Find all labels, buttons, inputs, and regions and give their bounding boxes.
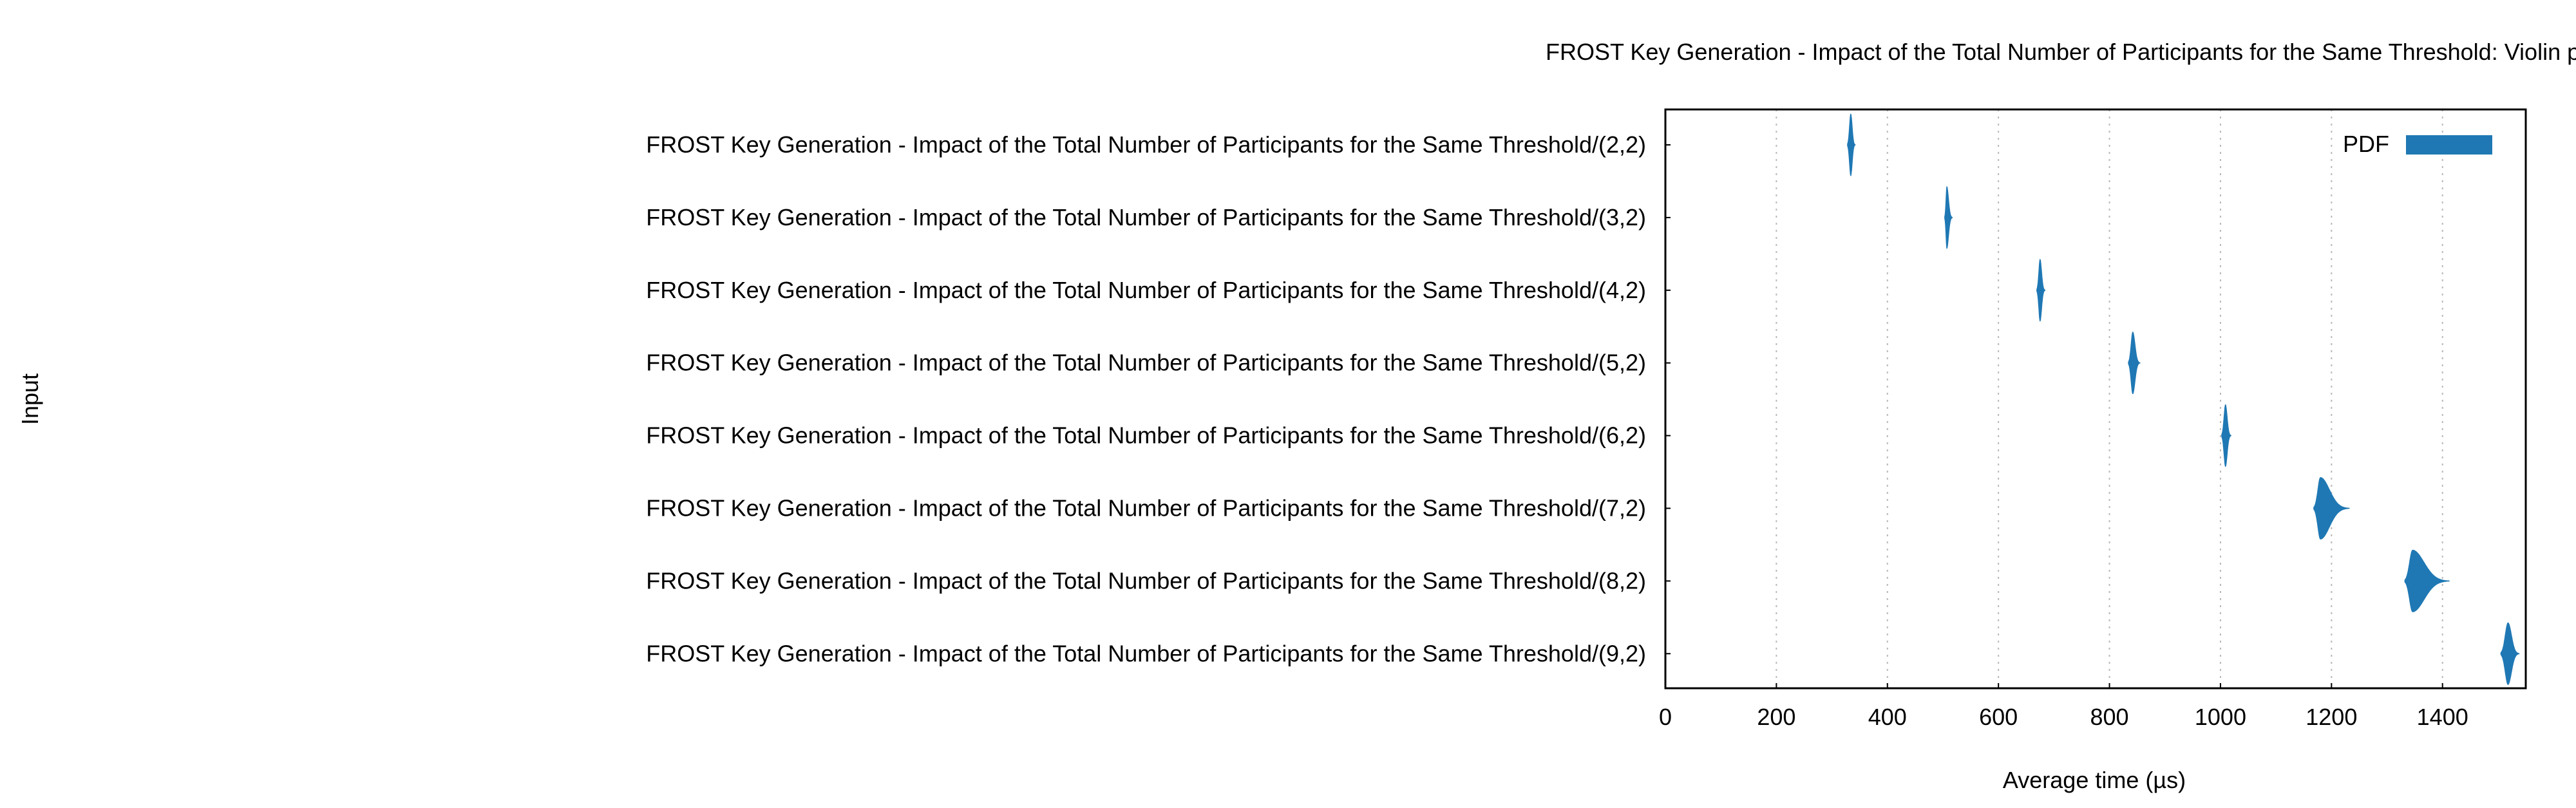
violin-(3,2) xyxy=(1944,186,1953,249)
category-label-1: FROST Key Generation - Impact of the Tot… xyxy=(646,204,1646,230)
x-tick-label-1400: 1400 xyxy=(2417,704,2468,730)
violin-(4,2) xyxy=(2036,259,2046,322)
x-axis-label: Average time (µs) xyxy=(2003,767,2186,793)
category-label-6: FROST Key Generation - Impact of the Tot… xyxy=(646,567,1646,594)
category-label-4: FROST Key Generation - Impact of the Tot… xyxy=(646,422,1646,449)
legend: PDF xyxy=(2343,131,2492,157)
violin-(6,2) xyxy=(2221,404,2231,467)
violin-(7,2) xyxy=(2313,477,2350,540)
x-tick-label-1000: 1000 xyxy=(2195,704,2246,730)
x-tick-label-1200: 1200 xyxy=(2306,704,2357,730)
grid-lines xyxy=(1776,109,2443,688)
violin-(5,2) xyxy=(2128,332,2141,395)
x-tick-label-400: 400 xyxy=(1868,704,1907,730)
violin-(8,2) xyxy=(2404,549,2450,612)
violin-shapes xyxy=(1847,113,2520,685)
y-axis-label: Input xyxy=(17,373,43,425)
category-label-2: FROST Key Generation - Impact of the Tot… xyxy=(646,277,1646,303)
x-tick-labels: 0 200 400 600 800 1000 1200 1400 xyxy=(1659,683,2468,730)
category-labels: FROST Key Generation - Impact of the Tot… xyxy=(646,131,1671,666)
category-label-3: FROST Key Generation - Impact of the Tot… xyxy=(646,350,1646,376)
x-tick-label-600: 600 xyxy=(1979,704,2018,730)
x-tick-label-200: 200 xyxy=(1757,704,1795,730)
chart-title: FROST Key Generation - Impact of the Tot… xyxy=(1546,39,2576,65)
legend-label-pdf: PDF xyxy=(2343,131,2389,157)
legend-swatch-pdf xyxy=(2406,135,2492,155)
category-label-7: FROST Key Generation - Impact of the Tot… xyxy=(646,640,1646,666)
category-label-0: FROST Key Generation - Impact of the Tot… xyxy=(646,131,1646,158)
violin-(2,2) xyxy=(1847,113,1856,176)
x-tick-label-0: 0 xyxy=(1659,704,1672,730)
plot-frame xyxy=(1664,108,2527,690)
violin-(9,2) xyxy=(2500,622,2520,685)
category-label-5: FROST Key Generation - Impact of the Tot… xyxy=(646,495,1646,521)
x-tick-label-800: 800 xyxy=(2090,704,2129,730)
